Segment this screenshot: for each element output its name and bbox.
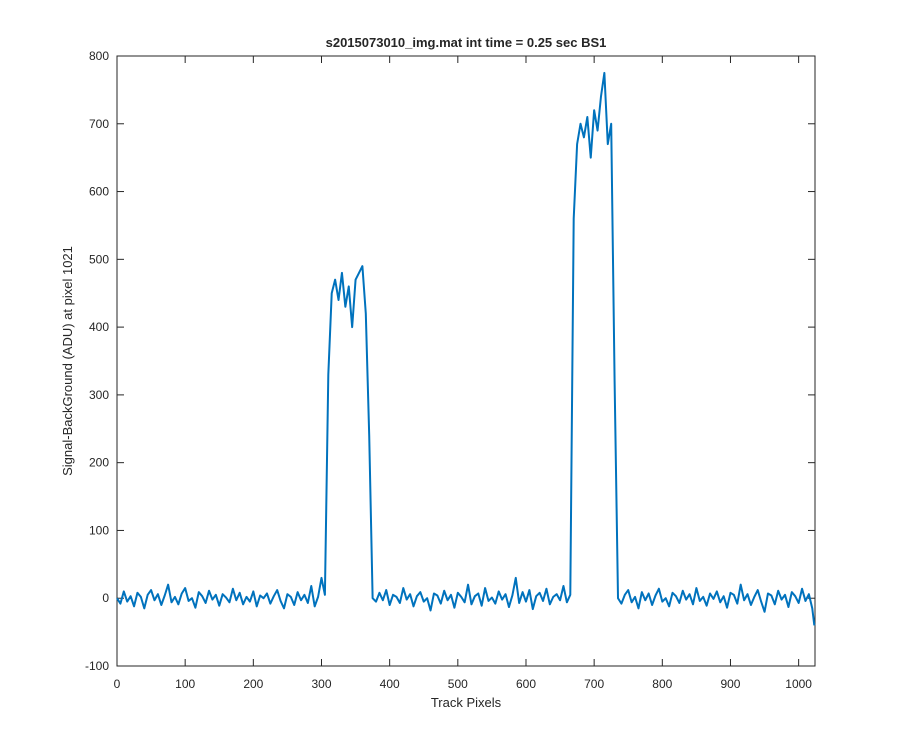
y-tick-label: 300 (89, 388, 109, 402)
x-axis-label: Track Pixels (431, 695, 502, 710)
y-tick-label: 700 (89, 117, 109, 131)
x-tick-label: 1000 (785, 677, 812, 691)
x-tick-label: 600 (516, 677, 536, 691)
y-axis-label: Signal-BackGround (ADU) at pixel 1021 (60, 246, 75, 476)
y-tick-label: -100 (85, 659, 109, 673)
x-tick-label: 800 (652, 677, 672, 691)
y-tick-label: 0 (102, 591, 109, 605)
x-tick-label: 100 (175, 677, 195, 691)
y-tick-label: 800 (89, 49, 109, 63)
y-tick-label: 600 (89, 185, 109, 199)
x-tick-label: 900 (720, 677, 740, 691)
y-tick-label: 500 (89, 252, 109, 266)
data-line (116, 71, 816, 626)
y-tick-label: 400 (89, 320, 109, 334)
chart-title: s2015073010_img.mat int time = 0.25 sec … (326, 35, 607, 50)
x-tick-label: 700 (584, 677, 604, 691)
x-tick-label: 200 (243, 677, 263, 691)
x-tick-label: 300 (311, 677, 331, 691)
x-tick-label: 400 (380, 677, 400, 691)
x-tick-label: 500 (448, 677, 468, 691)
x-tick-label: 0 (114, 677, 121, 691)
y-tick-label: 100 (89, 523, 109, 537)
y-tick-label: 200 (89, 456, 109, 470)
plot-frame (116, 55, 816, 667)
